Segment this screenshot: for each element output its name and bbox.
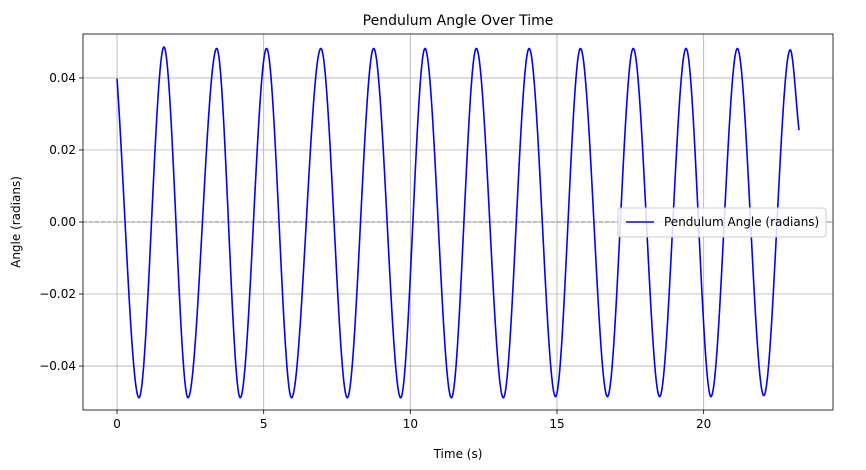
x-axis-ticks: 0 5 10 15 20 xyxy=(113,410,711,431)
y-tick-label: 0.02 xyxy=(49,143,76,157)
legend: Pendulum Angle (radians) xyxy=(617,207,827,238)
x-axis-label: Time (s) xyxy=(433,447,483,461)
x-tick-label: 10 xyxy=(403,417,418,431)
legend-label: Pendulum Angle (radians) xyxy=(664,215,819,229)
y-axis-ticks: −0.04 −0.02 0.00 0.02 0.04 xyxy=(39,71,83,373)
chart-title: Pendulum Angle Over Time xyxy=(363,13,554,29)
y-tick-label: 0.00 xyxy=(49,215,76,229)
y-tick-label: −0.04 xyxy=(39,359,76,373)
x-tick-label: 0 xyxy=(113,417,121,431)
x-tick-label: 15 xyxy=(549,417,564,431)
y-axis-label: Angle (radians) xyxy=(9,176,23,268)
x-tick-label: 20 xyxy=(696,417,711,431)
legend-box xyxy=(617,207,827,238)
y-tick-label: −0.02 xyxy=(39,287,76,301)
y-tick-label: 0.04 xyxy=(49,71,76,85)
x-tick-label: 5 xyxy=(260,417,268,431)
